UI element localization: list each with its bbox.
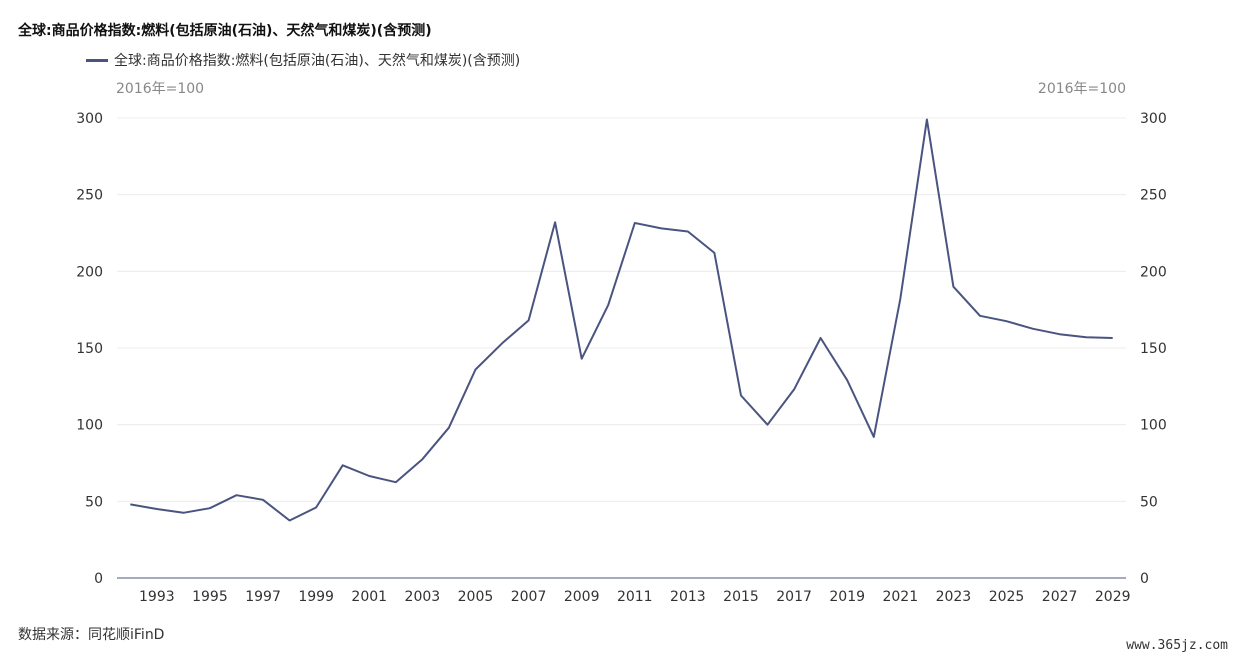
- left-axis-unit: 2016年=100: [116, 81, 205, 97]
- x-tick-label: 2029: [1095, 589, 1131, 605]
- x-tick-label: 2021: [882, 589, 918, 605]
- x-tick-label: 1993: [139, 589, 175, 605]
- x-tick-label: 2015: [723, 589, 759, 605]
- right-y-axis: 0 50 100 150 200 250 300: [1140, 111, 1167, 587]
- y-tick-label-right: 150: [1140, 341, 1167, 357]
- x-tick-label: 1995: [192, 589, 228, 605]
- y-tick-label-left: 0: [94, 571, 103, 587]
- x-axis: 1993 1995 1997 1999 2001 2003 2005 2007 2009 2011…: [139, 589, 1131, 605]
- y-tick-label-left: 200: [76, 264, 103, 280]
- x-tick-label: 2019: [829, 589, 865, 605]
- x-tick-label: 2027: [1042, 589, 1078, 605]
- grid-lines: [117, 117, 1126, 502]
- x-tick-label: 2005: [458, 589, 494, 605]
- watermark: www.365jz.com: [1126, 638, 1228, 653]
- data-source: 数据来源：同花顺iFinD: [18, 627, 165, 643]
- x-tick-label: 2025: [989, 589, 1025, 605]
- x-tick-label: 2007: [511, 589, 547, 605]
- x-tick-label: 2009: [564, 589, 600, 605]
- chart-title: 全球:商品价格指数:燃料(包括原油(石油)、天然气和煤炭)(含预测): [18, 23, 432, 39]
- legend-label: 全球:商品价格指数:燃料(包括原油(石油)、天然气和煤炭)(含预测): [114, 53, 521, 69]
- y-tick-label-left: 300: [76, 111, 103, 127]
- y-tick-label-right: 300: [1140, 111, 1167, 127]
- x-tick-label: 2001: [351, 589, 387, 605]
- y-tick-label-left: 50: [85, 494, 103, 510]
- legend[interactable]: 全球:商品价格指数:燃料(包括原油(石油)、天然气和煤炭)(含预测): [86, 50, 520, 70]
- y-tick-label-right: 200: [1140, 264, 1167, 280]
- y-tick-label-right: 100: [1140, 418, 1167, 434]
- x-tick-label: 2013: [670, 589, 706, 605]
- x-tick-label: 1999: [298, 589, 334, 605]
- x-tick-label: 2011: [617, 589, 653, 605]
- y-tick-label-right: 0: [1140, 571, 1149, 587]
- right-axis-unit: 2016年=100: [1037, 81, 1126, 97]
- x-tick-label: 2003: [405, 589, 441, 605]
- y-tick-label-right: 250: [1140, 188, 1167, 204]
- y-tick-label-right: 50: [1140, 494, 1158, 510]
- left-y-axis: 0 50 100 150 200 250 300: [76, 111, 103, 587]
- series-line[interactable]: [130, 118, 1113, 522]
- y-tick-label-left: 100: [76, 418, 103, 434]
- x-tick-label: 2017: [776, 589, 812, 605]
- y-tick-label-left: 150: [76, 341, 103, 357]
- y-tick-label-left: 250: [76, 188, 103, 204]
- x-tick-label: 2023: [936, 589, 972, 605]
- x-tick-label: 1997: [245, 589, 281, 605]
- legend-line-swatch: [86, 58, 108, 62]
